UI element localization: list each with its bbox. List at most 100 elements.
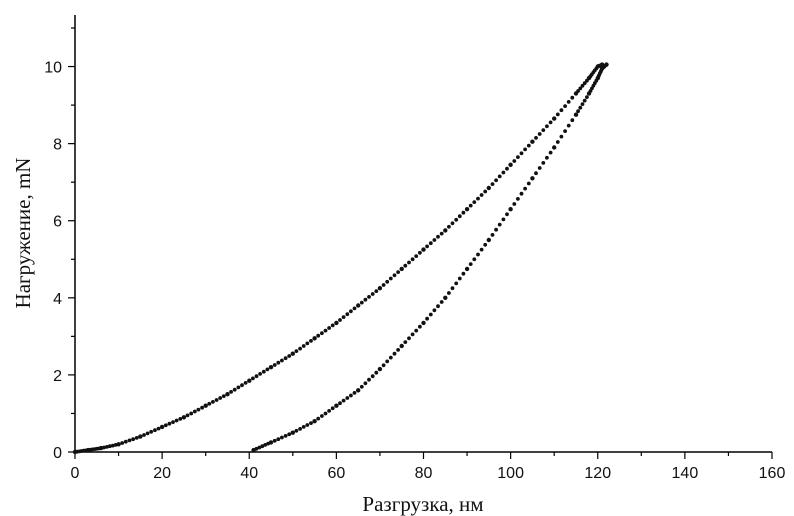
- data-point: [468, 203, 473, 208]
- y-axis-ticks: 0 2 4 6 8 10: [44, 27, 75, 462]
- data-point: [436, 234, 440, 239]
- data-point: [472, 257, 477, 262]
- data-point: [236, 385, 241, 390]
- x-tick-label: 0: [71, 465, 80, 482]
- data-point: [240, 383, 244, 388]
- data-point: [287, 432, 292, 437]
- data-point: [309, 339, 313, 343]
- data-point: [410, 332, 415, 337]
- data-point: [312, 336, 317, 341]
- data-point: [555, 140, 560, 144]
- data-point: [305, 423, 310, 427]
- data-point: [352, 391, 357, 395]
- y-tick-label: 6: [53, 214, 62, 231]
- x-tick-label: 140: [672, 465, 699, 482]
- data-point: [432, 308, 437, 313]
- data-point: [580, 83, 585, 88]
- data-point: [189, 411, 194, 416]
- data-point: [163, 423, 168, 428]
- data-point: [272, 363, 277, 367]
- data-point: [305, 341, 310, 346]
- data-point: [374, 289, 379, 293]
- data-points: [72, 62, 609, 455]
- data-point: [490, 182, 495, 187]
- data-point: [505, 166, 509, 171]
- data-point: [392, 273, 397, 278]
- x-axis-ticks: 0 20 40 60 80 100 120 140 160: [71, 452, 785, 482]
- data-point: [123, 439, 128, 444]
- data-point: [461, 210, 466, 215]
- data-point: [483, 242, 488, 247]
- data-point: [450, 286, 455, 291]
- data-point: [341, 398, 346, 403]
- data-point: [153, 428, 157, 433]
- data-point: [192, 409, 197, 414]
- data-point: [323, 328, 328, 333]
- data-point: [534, 136, 538, 140]
- data-point: [381, 283, 386, 287]
- data-point: [356, 303, 361, 308]
- data-point: [541, 161, 546, 165]
- plot-area: [74, 15, 772, 453]
- data-point: [138, 434, 143, 439]
- data-point: [576, 109, 580, 114]
- data-point: [185, 413, 190, 418]
- data-point: [578, 86, 583, 91]
- data-point: [127, 438, 132, 443]
- data-point: [359, 384, 364, 389]
- data-point: [374, 370, 379, 375]
- data-point: [523, 186, 527, 191]
- data-point: [203, 403, 208, 408]
- data-point: [105, 445, 109, 449]
- data-point: [464, 207, 470, 212]
- data-point: [414, 328, 419, 333]
- data-point: [436, 304, 440, 309]
- data-point: [421, 247, 426, 252]
- data-point: [464, 266, 470, 272]
- data-point: [207, 401, 212, 406]
- data-point: [403, 263, 408, 268]
- data-point: [260, 444, 265, 449]
- data-point: [537, 132, 542, 136]
- data-point: [341, 315, 346, 319]
- data-point: [392, 351, 397, 356]
- data-point: [268, 440, 274, 445]
- data-point: [290, 430, 295, 435]
- data-point: [432, 238, 437, 242]
- data-point: [505, 212, 509, 217]
- x-tick-label: 100: [497, 465, 524, 482]
- data-point: [258, 372, 262, 376]
- data-point: [425, 244, 429, 249]
- data-point: [377, 286, 383, 291]
- data-point: [272, 438, 277, 443]
- data-point: [582, 81, 587, 86]
- data-point: [178, 417, 183, 421]
- data-point: [447, 291, 451, 295]
- data-point: [512, 159, 517, 163]
- data-point: [570, 118, 575, 123]
- data-point: [516, 155, 520, 160]
- data-point: [149, 429, 154, 434]
- data-point: [367, 377, 371, 382]
- data-point: [221, 394, 226, 398]
- data-point: [363, 381, 368, 386]
- data-point: [545, 155, 549, 160]
- data-point: [214, 398, 219, 402]
- data-point: [349, 309, 353, 314]
- data-point: [196, 407, 201, 412]
- data-point: [428, 241, 433, 246]
- data-point: [578, 105, 583, 110]
- data-point: [218, 396, 223, 400]
- data-point: [501, 217, 506, 222]
- data-point: [461, 271, 466, 276]
- x-axis-title: Разгрузка, нм: [362, 492, 483, 516]
- data-point: [388, 276, 393, 281]
- data-point: [174, 418, 179, 423]
- data-point: [530, 139, 535, 144]
- x-tick-label: 60: [327, 465, 345, 482]
- data-point: [131, 437, 136, 442]
- data-point: [316, 416, 321, 421]
- data-point: [530, 176, 535, 181]
- data-point: [294, 428, 299, 433]
